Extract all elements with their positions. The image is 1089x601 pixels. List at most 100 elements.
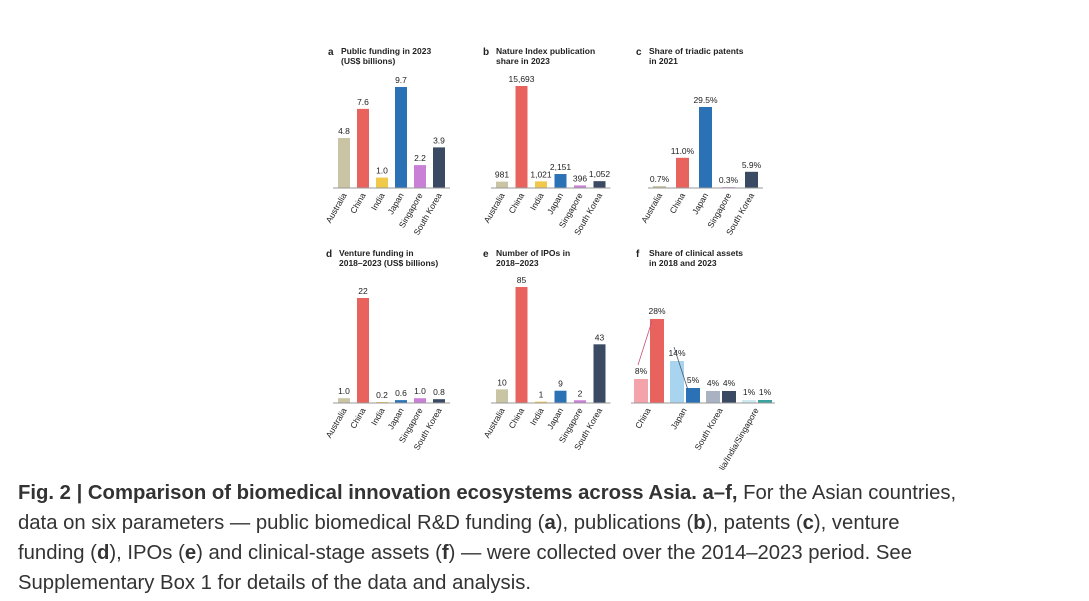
chart-title: Number of IPOs in <box>496 248 570 258</box>
bar <box>433 399 445 403</box>
x-tick-label: India <box>369 406 387 427</box>
value-label: 5.9% <box>742 160 762 170</box>
value-label: 2.2 <box>414 153 426 163</box>
value-label: 1% <box>759 387 772 397</box>
bar <box>745 171 758 188</box>
bar <box>414 398 426 403</box>
caption-line: Supplementary Box 1 for details of the d… <box>18 568 956 598</box>
trend-arrow <box>637 320 653 366</box>
bar <box>338 138 350 188</box>
x-tick-label: Japan <box>668 406 688 431</box>
x-tick-label: Japan <box>690 191 710 216</box>
bar <box>686 388 700 403</box>
value-label: 1,052 <box>589 169 611 179</box>
x-tick-label: Australia <box>324 406 349 440</box>
value-label: 0.2 <box>376 390 388 400</box>
value-label: 29.5% <box>693 95 718 105</box>
x-tick-label: India <box>528 406 546 427</box>
charts: a Public funding in 2023(US$ billions) 4.8… <box>324 46 775 493</box>
panel-letter: e <box>483 249 489 260</box>
x-tick-label: India <box>528 191 546 212</box>
value-label: 2,151 <box>550 162 572 172</box>
panel-letter: f <box>636 249 640 260</box>
value-label: 14% <box>668 348 685 358</box>
x-tick-label: China <box>506 406 526 430</box>
bar <box>699 107 712 188</box>
x-tick-label: Australia <box>324 191 349 225</box>
bar <box>515 86 528 188</box>
value-label: 1.0 <box>376 166 388 176</box>
value-label: 981 <box>495 170 509 180</box>
caption-text: ), patents ( <box>705 512 803 534</box>
caption-text: funding ( <box>18 542 97 564</box>
bar <box>395 400 407 403</box>
x-tick-label: Australia <box>639 191 664 225</box>
bar <box>357 298 369 403</box>
bar <box>554 390 567 403</box>
value-label: 11.0% <box>671 146 695 156</box>
chart-title: Share of clinical assets <box>649 248 743 258</box>
chart-title: Nature Index publication <box>496 46 595 56</box>
bar <box>670 361 684 403</box>
bar <box>634 379 648 403</box>
value-label: 396 <box>573 173 587 183</box>
value-label: 28% <box>648 306 665 316</box>
x-tick-label: South Korea <box>692 406 724 452</box>
chart-title: Share of triadic patents <box>649 46 744 56</box>
caption: Fig. 2 | Comparison of biomedical innova… <box>18 478 956 598</box>
bar <box>535 401 547 403</box>
bar <box>593 181 606 188</box>
chart-title: Venture funding in <box>339 248 414 258</box>
value-label: 1% <box>743 387 756 397</box>
bar <box>496 181 508 188</box>
panel-letter: a <box>328 47 334 58</box>
value-label: 1,021 <box>530 169 552 179</box>
value-label: 3.9 <box>433 135 445 145</box>
value-label: 0.3% <box>719 175 739 185</box>
chart-title: 2018–2023 (US$ billions) <box>339 258 438 268</box>
bar <box>722 391 736 403</box>
caption-text: Fig. 2 | Comparison of biomedical innova… <box>18 482 738 504</box>
caption-text: ) — were collected over the 2014–2023 pe… <box>448 542 912 564</box>
bar <box>593 344 606 403</box>
caption-text: a <box>544 512 556 534</box>
value-label: 0.6 <box>395 388 407 398</box>
bar <box>338 398 350 403</box>
bar <box>574 400 586 403</box>
bar <box>650 319 664 403</box>
x-tick-label: Australia <box>482 406 507 440</box>
caption-text: d <box>96 542 110 564</box>
value-label: 10 <box>497 377 507 387</box>
bar <box>574 185 586 188</box>
bar <box>653 186 666 188</box>
caption-text: ), venture <box>813 512 900 534</box>
value-label: 1.0 <box>338 386 350 396</box>
chart-title: Public funding in 2023 <box>341 46 431 56</box>
caption-text: b <box>693 512 706 534</box>
panel-letter: b <box>483 47 489 58</box>
value-label: 0.8 <box>433 387 445 397</box>
x-tick-label: China <box>348 191 368 215</box>
x-tick-label: China <box>348 406 368 430</box>
bar <box>535 181 547 188</box>
x-tick-label: China <box>633 406 653 430</box>
bar <box>706 391 720 403</box>
bar <box>376 177 388 188</box>
caption-text: e <box>184 542 197 564</box>
value-label: 1.0 <box>414 386 426 396</box>
bar <box>496 389 508 403</box>
panel-letter: d <box>326 249 332 260</box>
value-label: 2 <box>578 388 583 398</box>
bar <box>414 165 426 188</box>
value-label: 5% <box>687 375 700 385</box>
caption-text: f <box>441 542 449 564</box>
x-tick-label: Australia <box>482 191 507 225</box>
value-label: 22 <box>358 286 368 296</box>
chart-title: in 2021 <box>649 56 678 66</box>
value-label: 0.7% <box>650 174 670 184</box>
trend-arrow <box>673 346 689 391</box>
bar <box>554 174 567 188</box>
value-label: 43 <box>595 332 605 342</box>
value-label: 1 <box>539 390 544 400</box>
